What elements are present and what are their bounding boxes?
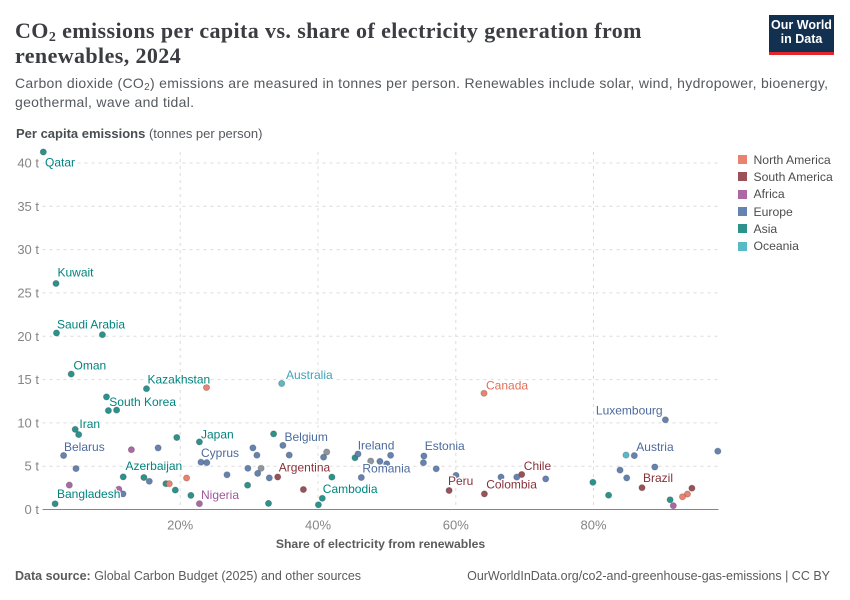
svg-text:Qatar: Qatar: [45, 156, 75, 170]
svg-text:Share of electricity from rene: Share of electricity from renewables: [276, 537, 486, 551]
svg-text:Cambodia: Cambodia: [323, 482, 378, 496]
svg-text:Peru: Peru: [448, 474, 473, 488]
svg-text:Belarus: Belarus: [64, 440, 105, 454]
svg-text:35 t: 35 t: [17, 199, 39, 214]
svg-text:40 t: 40 t: [17, 156, 39, 171]
svg-text:30 t: 30 t: [17, 242, 39, 257]
svg-text:5 t: 5 t: [25, 459, 40, 474]
svg-text:Cyprus: Cyprus: [201, 446, 239, 460]
svg-text:25 t: 25 t: [17, 285, 39, 300]
svg-text:0 t: 0 t: [25, 502, 40, 517]
svg-text:10 t: 10 t: [17, 415, 39, 430]
svg-text:Chile: Chile: [524, 459, 552, 473]
svg-text:20%: 20%: [167, 518, 193, 533]
svg-text:60%: 60%: [443, 518, 469, 533]
svg-text:Bangladesh: Bangladesh: [57, 487, 120, 501]
svg-text:Colombia: Colombia: [486, 478, 537, 492]
svg-text:Belgium: Belgium: [285, 430, 328, 444]
svg-text:Romania: Romania: [362, 462, 410, 476]
svg-text:Japan: Japan: [201, 427, 234, 441]
svg-text:80%: 80%: [580, 518, 606, 533]
svg-text:Nigeria: Nigeria: [201, 488, 239, 502]
svg-text:Azerbaijan: Azerbaijan: [126, 459, 183, 473]
svg-text:Brazil: Brazil: [643, 471, 673, 485]
svg-text:Luxembourg: Luxembourg: [596, 403, 663, 417]
svg-text:Kazakhstan: Kazakhstan: [148, 373, 211, 387]
svg-text:40%: 40%: [305, 518, 331, 533]
svg-text:Kuwait: Kuwait: [58, 266, 95, 280]
svg-text:Ireland: Ireland: [358, 439, 395, 453]
svg-text:Estonia: Estonia: [425, 439, 465, 453]
svg-text:Saudi Arabia: Saudi Arabia: [57, 318, 125, 332]
svg-text:15 t: 15 t: [17, 372, 39, 387]
svg-text:Canada: Canada: [486, 379, 528, 393]
svg-text:Iran: Iran: [79, 417, 100, 431]
svg-text:Austria: Austria: [636, 440, 674, 454]
svg-text:Australia: Australia: [286, 368, 333, 382]
svg-text:South Korea: South Korea: [109, 395, 176, 409]
svg-text:20 t: 20 t: [17, 329, 39, 344]
svg-text:Oman: Oman: [74, 359, 107, 373]
svg-text:Argentina: Argentina: [279, 460, 331, 474]
